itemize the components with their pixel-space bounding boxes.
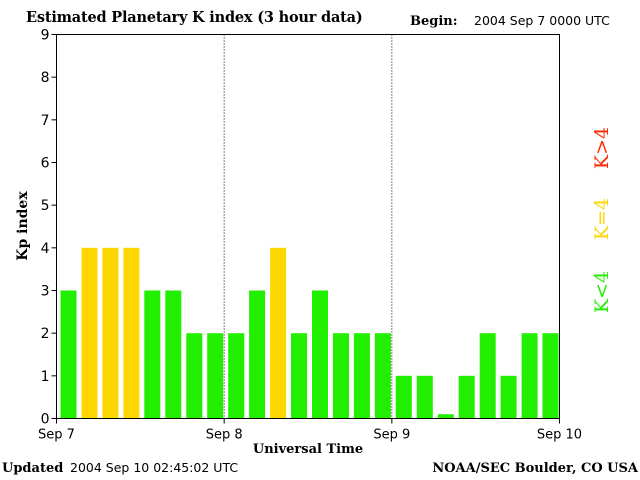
y-tick-label-8: 8 <box>41 70 50 86</box>
credit-text: NOAA/SEC Boulder, CO USA <box>432 461 638 476</box>
kp-bar-12 <box>312 290 328 419</box>
plot-frame <box>56 34 560 419</box>
kp-bar-18 <box>437 414 454 419</box>
bars-group <box>60 247 559 419</box>
y-tick-label-2: 2 <box>41 326 50 342</box>
y-tick-label-5: 5 <box>41 198 50 214</box>
kp-bar-4 <box>144 290 161 419</box>
kp-bar-14 <box>353 333 370 419</box>
day-dividers <box>223 34 393 419</box>
legend-k-greater-4: K>4 <box>591 127 613 169</box>
kp-bar-11 <box>291 333 307 419</box>
kp-bar-19 <box>458 375 475 419</box>
x-tick-label-3: Sep 10 <box>537 428 582 443</box>
kp-bar-17 <box>416 375 433 419</box>
begin-label: Begin: <box>410 14 458 29</box>
kp-bar-21 <box>500 375 517 419</box>
legend-k-equal-4: K=4 <box>591 198 613 240</box>
x-tick-label-1: Sep 8 <box>206 428 243 443</box>
kp-bar-9 <box>249 290 266 419</box>
kp-bar-3 <box>123 247 140 419</box>
y-tick-label-4: 4 <box>41 241 50 257</box>
kp-bar-8 <box>228 333 245 419</box>
kp-bar-16 <box>395 375 412 419</box>
y-tick-label-0: 0 <box>41 412 50 428</box>
kp-bar-20 <box>479 333 496 419</box>
updated-label: Updated <box>2 461 64 476</box>
kp-bar-10 <box>270 247 287 419</box>
begin-value: 2004 Sep 7 0000 UTC <box>474 13 610 28</box>
kp-bar-1 <box>81 247 98 419</box>
kp-bar-22 <box>521 333 538 419</box>
kp-bar-0 <box>60 290 77 419</box>
kp-bar-5 <box>165 290 182 419</box>
legend-k-less-4: K<4 <box>591 271 613 313</box>
x-tick-label-2: Sep 9 <box>373 428 410 443</box>
kp-bar-2 <box>102 247 119 419</box>
kp-bar-13 <box>333 333 349 419</box>
y-tick-label-3: 3 <box>41 284 50 300</box>
updated-value: 2004 Sep 10 02:45:02 UTC <box>70 460 239 475</box>
x-axis-label: Universal Time <box>253 442 363 457</box>
kp-bar-23 <box>542 333 559 419</box>
x-tick-label-0: Sep 7 <box>38 428 75 443</box>
y-tick-label-9: 9 <box>41 28 50 44</box>
kp-bar-6 <box>186 333 203 419</box>
y-tick-label-1: 1 <box>41 369 50 385</box>
y-axis-label: Kp index <box>15 191 31 261</box>
kp-bar-15 <box>374 333 391 419</box>
y-tick-label-6: 6 <box>41 156 50 172</box>
kp-bar-7 <box>207 333 224 419</box>
y-tick-label-7: 7 <box>41 113 50 129</box>
x-axis: Sep 7 Sep 8 Sep 9 Sep 10 <box>38 418 582 443</box>
chart-title: Estimated Planetary K index (3 hour data… <box>26 9 363 26</box>
y-axis: 0 1 2 3 4 5 6 7 8 9 <box>41 28 57 428</box>
